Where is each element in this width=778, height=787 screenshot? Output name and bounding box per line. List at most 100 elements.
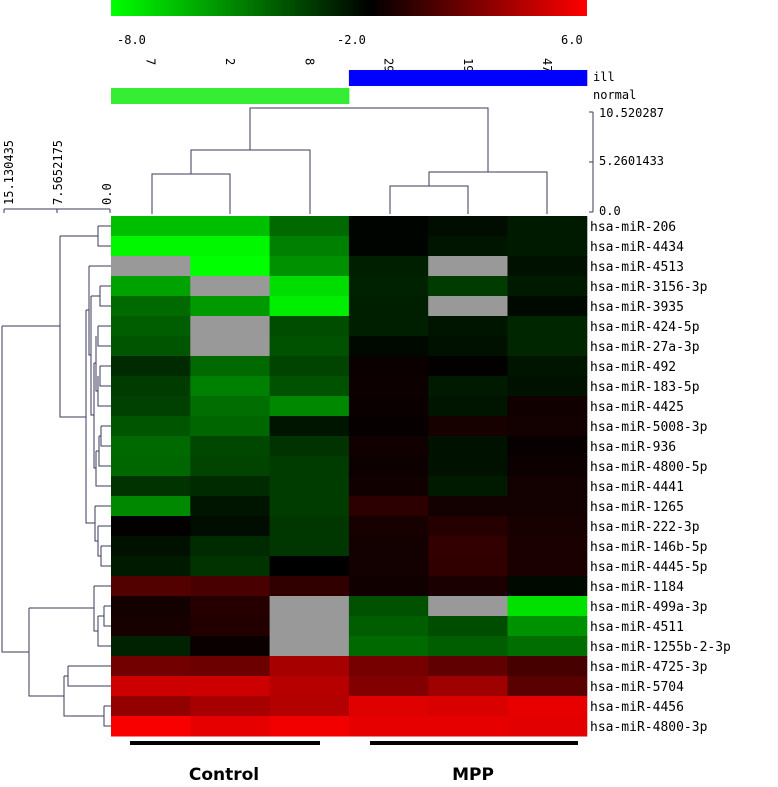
heatmap-cell (428, 636, 508, 657)
heatmap-cell (507, 496, 588, 517)
heatmap-cell (111, 536, 191, 557)
column-tree-scale-max: 10.520287 (599, 106, 664, 120)
row-label: hsa-miR-4445-5p (590, 560, 708, 575)
row-label: hsa-miR-4513 (590, 260, 684, 275)
heatmap-cell (428, 556, 508, 577)
heatmap-cell (428, 656, 508, 677)
heatmap-cell (269, 436, 350, 457)
heatmap-cell (507, 716, 588, 737)
heatmap-cell (428, 576, 508, 597)
heatmap-cell (269, 356, 350, 377)
heatmap-cell (190, 356, 271, 377)
heatmap-cell (111, 716, 191, 737)
column-label: 8 (302, 58, 316, 65)
column-group-bar-normal (190, 88, 271, 104)
heatmap-cell (190, 656, 271, 677)
heatmap-cell (507, 476, 588, 497)
heatmap-cell (269, 276, 350, 297)
heatmap-cell (269, 476, 350, 497)
heatmap-cell (348, 356, 429, 377)
heatmap-cell (111, 456, 191, 477)
heatmap-cell (111, 476, 191, 497)
row-tree-scale-max: 15.130435 (2, 140, 16, 205)
heatmap-cell (348, 276, 429, 297)
heatmap-cell (428, 676, 508, 697)
heatmap-cell (190, 396, 271, 417)
heatmap-cell (348, 396, 429, 417)
column-label: 7 (144, 58, 158, 65)
row-label: hsa-miR-4425 (590, 400, 684, 415)
heatmap-cell (269, 576, 350, 597)
mpp-group-underline (370, 741, 578, 745)
heatmap-cell (507, 276, 588, 297)
row-label: hsa-miR-424-5p (590, 320, 700, 335)
heatmap-cell (507, 556, 588, 577)
heatmap-cell (111, 316, 191, 337)
heatmap-cell (507, 316, 588, 337)
row-label: hsa-miR-206 (590, 220, 676, 235)
heatmap-cell (507, 576, 588, 597)
heatmap-cell (348, 616, 429, 637)
color-scale-mid-label: -2.0 (337, 33, 366, 47)
heatmap-cell (348, 696, 429, 717)
row-label: hsa-miR-499a-3p (590, 600, 708, 615)
row-label: hsa-miR-3156-3p (590, 280, 708, 295)
heatmap-cell (348, 636, 429, 657)
heatmap-cell (507, 416, 588, 437)
heatmap-cell (428, 496, 508, 517)
heatmap-cell (269, 616, 350, 637)
column-group-bars (111, 70, 588, 104)
heatmap-cell (348, 596, 429, 617)
heatmap-cell (190, 516, 271, 537)
heatmap-cell (269, 536, 350, 557)
heatmap-cell (507, 676, 588, 697)
heatmap-cell (111, 516, 191, 537)
heatmap-cell (428, 216, 508, 237)
row-label: hsa-miR-1255b-2-3p (590, 640, 731, 655)
row-label: hsa-miR-146b-5p (590, 540, 708, 555)
row-label: hsa-miR-1265 (590, 500, 684, 515)
heatmap-cell (507, 396, 588, 417)
heatmap-cell (428, 456, 508, 477)
heatmap-cell (190, 596, 271, 617)
heatmap-cell (428, 236, 508, 257)
heatmap-cell (269, 396, 350, 417)
heatmap-cell (428, 596, 508, 617)
heatmap-cell (111, 596, 191, 617)
color-scale-min-label: -8.0 (117, 33, 146, 47)
heatmap-cell (111, 676, 191, 697)
color-scale-bar (111, 0, 587, 16)
column-group-bar-ill (507, 70, 588, 86)
heatmap-cell (111, 216, 191, 237)
row-label: hsa-miR-4511 (590, 620, 684, 635)
heatmap-cell (428, 476, 508, 497)
heatmap-cell (348, 236, 429, 257)
heatmap-cell (348, 296, 429, 317)
row-dendrogram (1, 225, 111, 727)
row-tree-scale-mid: 7.5652175 (51, 140, 65, 205)
heatmap-cell (507, 536, 588, 557)
heatmap-cell (111, 616, 191, 637)
heatmap-cell (190, 496, 271, 517)
heatmap-cell (111, 356, 191, 377)
heatmap-cell (428, 356, 508, 377)
heatmap-cell (111, 576, 191, 597)
heatmap-cell (428, 616, 508, 637)
heatmap-cell (348, 656, 429, 677)
heatmap-cell (348, 376, 429, 397)
heatmap-cell (190, 216, 271, 237)
heatmap-cell (190, 576, 271, 597)
row-tree-scale: 15.130435 7.5652175 0.0 (2, 140, 114, 213)
heatmap-cell (348, 476, 429, 497)
legend-normal-label: normal (593, 88, 636, 102)
heatmap-cell (190, 436, 271, 457)
heatmap-cell (269, 216, 350, 237)
heatmap-cell (428, 536, 508, 557)
heatmap-cell (348, 516, 429, 537)
heatmap-cell (507, 596, 588, 617)
heatmap-cell (190, 676, 271, 697)
heatmap-cell (269, 596, 350, 617)
column-group-bar-ill (428, 70, 508, 86)
heatmap-cell (190, 276, 271, 297)
